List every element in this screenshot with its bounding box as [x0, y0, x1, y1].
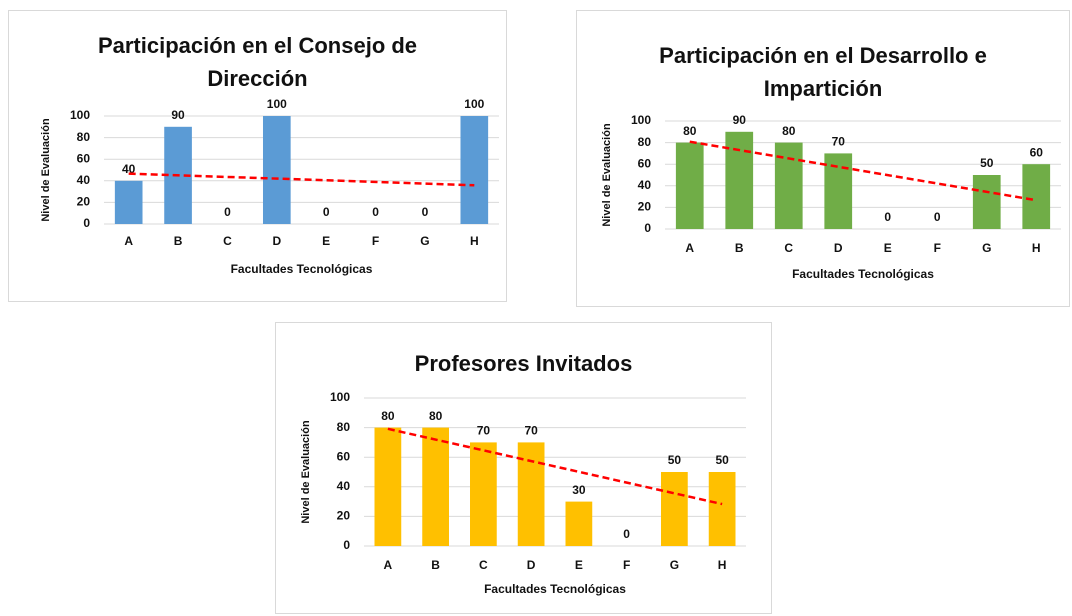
x-tick-label: H — [470, 234, 479, 248]
data-label: 80 — [683, 124, 697, 138]
x-tick-label: G — [982, 241, 991, 255]
data-label: 100 — [267, 97, 287, 111]
data-label: 80 — [429, 409, 443, 423]
x-tick-label: F — [623, 558, 630, 572]
chart-panel: 0 20 40 60 80 100 Nivel de Evaluación Facultade… — [275, 322, 772, 614]
x-axis-label: Facultades Tecnológicas — [231, 262, 373, 276]
bar — [565, 501, 593, 546]
bar — [374, 427, 402, 546]
x-tick-label: C — [784, 241, 793, 255]
x-tick-label: E — [884, 241, 892, 255]
bar — [460, 116, 489, 224]
bar — [470, 442, 497, 546]
data-label: 0 — [323, 205, 330, 219]
chart: 0 20 40 60 80 100 Nivel de Evaluación Facultade… — [300, 390, 746, 596]
y-axis-label: Nivel de Evaluación — [601, 123, 613, 227]
y-tick-label: 100 — [70, 108, 90, 122]
data-label: 0 — [884, 210, 891, 224]
data-label: 50 — [668, 453, 682, 467]
data-label: 60 — [1030, 145, 1044, 159]
data-label: 80 — [782, 124, 796, 138]
x-tick-label: A — [384, 558, 393, 572]
y-tick-label: 0 — [83, 216, 90, 230]
bar — [262, 116, 291, 224]
data-label: 100 — [464, 97, 484, 111]
data-label: 0 — [422, 205, 429, 219]
x-tick-label: B — [174, 234, 183, 248]
x-tick-label: H — [718, 558, 727, 572]
data-label: 70 — [832, 135, 846, 149]
x-tick-label: A — [685, 241, 694, 255]
x-tick-label: E — [575, 558, 583, 572]
bar — [675, 142, 704, 229]
data-label: 0 — [224, 205, 231, 219]
y-tick-label: 60 — [77, 151, 91, 165]
chart-title: Profesores Invitados — [414, 351, 633, 376]
x-tick-label: D — [527, 558, 536, 572]
chart-title: Participación en el Consejo de Dirección — [97, 33, 418, 91]
y-tick-label: 100 — [631, 113, 651, 127]
bar — [1022, 164, 1051, 229]
data-label: 70 — [524, 424, 538, 438]
y-tick-label: 20 — [77, 195, 91, 209]
y-tick-label: 40 — [638, 178, 652, 192]
data-label: 90 — [733, 113, 747, 127]
x-tick-label: F — [372, 234, 379, 248]
x-tick-label: D — [272, 234, 281, 248]
y-tick-label: 60 — [638, 156, 652, 170]
y-tick-label: 20 — [337, 509, 351, 523]
bar — [422, 427, 449, 546]
x-tick-label: E — [322, 234, 330, 248]
y-tick-label: 80 — [337, 420, 351, 434]
x-tick-label: D — [834, 241, 843, 255]
y-tick-label: 80 — [638, 135, 652, 149]
bar — [114, 180, 143, 224]
x-tick-label: F — [934, 241, 941, 255]
data-label: 30 — [572, 483, 586, 497]
y-tick-label: 0 — [644, 221, 651, 235]
chart: 0 20 40 60 80 100 Nivel de Evaluación Facultade… — [601, 113, 1061, 281]
bar — [708, 472, 736, 546]
trend-line — [128, 172, 475, 187]
y-axis-label: Nivel de Evaluación — [40, 118, 52, 222]
data-label: 0 — [934, 210, 941, 224]
data-label: 0 — [623, 527, 630, 541]
bar — [972, 175, 1001, 229]
y-tick-label: 80 — [77, 130, 91, 144]
data-label: 80 — [381, 409, 395, 423]
bar — [824, 153, 853, 229]
data-label: 90 — [171, 108, 185, 122]
bar — [661, 472, 688, 546]
chart-title: Participación en el Desarrollo e Imparti… — [659, 43, 987, 101]
x-tick-label: H — [1032, 241, 1041, 255]
chart: 0 20 40 60 80 100 Nivel de Evaluación Facultade… — [40, 97, 499, 276]
chart-panel: 0 20 40 60 80 100 Nivel de Evaluación Facultade… — [576, 10, 1070, 307]
x-tick-label: G — [420, 234, 429, 248]
data-label: 70 — [477, 424, 491, 438]
data-label: 0 — [372, 205, 379, 219]
chart-panel: 0 20 40 60 80 100 Nivel de Evaluación Facultade… — [8, 10, 507, 302]
x-tick-label: B — [431, 558, 440, 572]
trend-line — [689, 140, 1037, 202]
x-axis-label: Facultades Tecnológicas — [484, 582, 626, 596]
trend-line — [387, 427, 723, 506]
bar — [725, 131, 754, 229]
x-tick-label: G — [670, 558, 679, 572]
x-axis-label: Facultades Tecnológicas — [792, 267, 934, 281]
y-tick-label: 0 — [343, 538, 350, 552]
x-tick-label: B — [735, 241, 744, 255]
y-tick-label: 40 — [337, 479, 351, 493]
data-label: 50 — [980, 156, 994, 170]
y-axis-label: Nivel de Evaluación — [300, 420, 312, 524]
x-tick-label: C — [479, 558, 488, 572]
y-tick-label: 60 — [337, 449, 351, 463]
y-tick-label: 40 — [77, 173, 91, 187]
y-tick-label: 100 — [330, 390, 350, 404]
x-tick-label: C — [223, 234, 232, 248]
y-tick-label: 20 — [638, 200, 652, 214]
x-tick-label: A — [124, 234, 133, 248]
data-label: 50 — [715, 453, 729, 467]
